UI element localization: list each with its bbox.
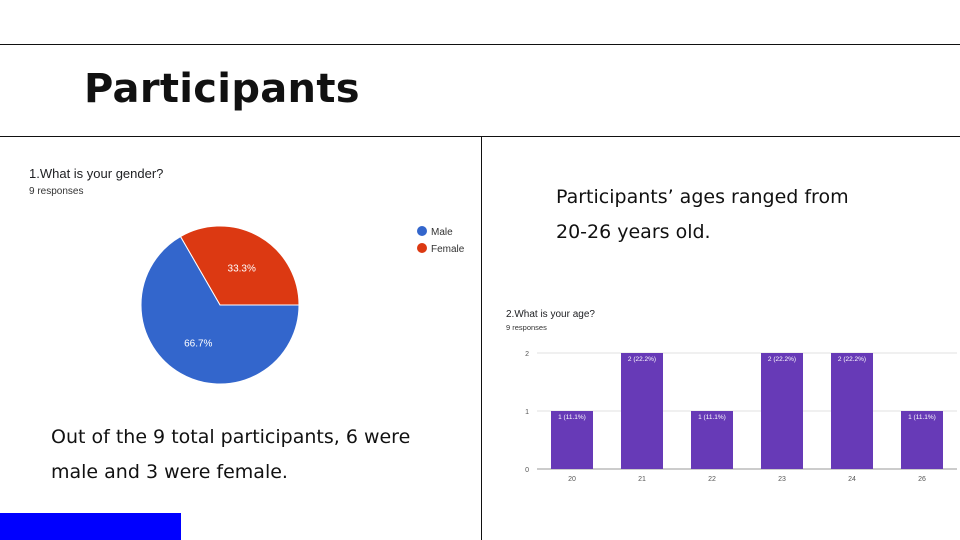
- x-tick-label: 23: [778, 476, 786, 483]
- legend-label-female: Female: [431, 244, 465, 255]
- gender-summary-line1: Out of the 9 total participants, 6 were: [51, 426, 411, 448]
- age-bar-21: [621, 353, 663, 469]
- age-bar-chart: 0 1 2 1 (11.1%) 20 2 (22.2%) 21 1 (11.1%) 22 2 (2…: [525, 351, 957, 483]
- age-summary-line2: 20-26 years old.: [556, 221, 711, 243]
- y-tick-label: 1: [525, 409, 529, 416]
- gender-pie-chart: 33.3% 66.7% Male Female: [140, 225, 465, 385]
- age-question: 2.What is your age?: [506, 309, 595, 320]
- pie-label-female: 33.3%: [228, 263, 256, 274]
- gender-summary-line2: male and 3 were female.: [51, 461, 288, 483]
- age-summary: Participants’ ages ranged from 20-26 yea…: [556, 180, 849, 250]
- panel-divider: [481, 137, 482, 540]
- y-tick-label: 2: [525, 351, 529, 358]
- pie-label-male: 66.7%: [184, 339, 212, 350]
- age-bar-23: [761, 353, 803, 469]
- age-bar-24: [831, 353, 873, 469]
- age-bar-26: [901, 411, 943, 469]
- age-summary-line1: Participants’ ages ranged from: [556, 186, 849, 208]
- x-tick-label: 22: [708, 476, 716, 483]
- bar-data-label: 2 (22.2%): [768, 356, 796, 363]
- gender-summary: Out of the 9 total participants, 6 were …: [51, 420, 410, 490]
- legend-marker-female: [417, 243, 427, 253]
- x-tick-label: 20: [568, 476, 576, 483]
- age-responses: 9 responses: [506, 323, 547, 332]
- age-bar-20: [551, 411, 593, 469]
- legend-marker-male: [417, 226, 427, 236]
- title-divider: [0, 136, 960, 137]
- bar-data-label: 1 (11.1%): [558, 414, 586, 421]
- top-divider: [0, 44, 960, 45]
- pie-slice-female: [179, 225, 300, 306]
- gender-responses: 9 responses: [29, 186, 84, 197]
- pie-slice-male: [140, 235, 300, 385]
- bar-data-label: 2 (22.2%): [838, 356, 866, 363]
- x-tick-label: 26: [918, 476, 926, 483]
- x-tick-label: 24: [848, 476, 856, 483]
- accent-bar: [0, 513, 181, 540]
- gender-question: 1.What is your gender?: [29, 166, 164, 181]
- x-tick-label: 21: [638, 476, 646, 483]
- legend-label-male: Male: [431, 227, 453, 238]
- bar-data-label: 1 (11.1%): [908, 414, 936, 421]
- slide-title: Participants: [84, 66, 360, 112]
- y-tick-label: 0: [525, 467, 529, 474]
- bar-data-label: 1 (11.1%): [698, 414, 726, 421]
- age-bar-22: [691, 411, 733, 469]
- bar-data-label: 2 (22.2%): [628, 356, 656, 363]
